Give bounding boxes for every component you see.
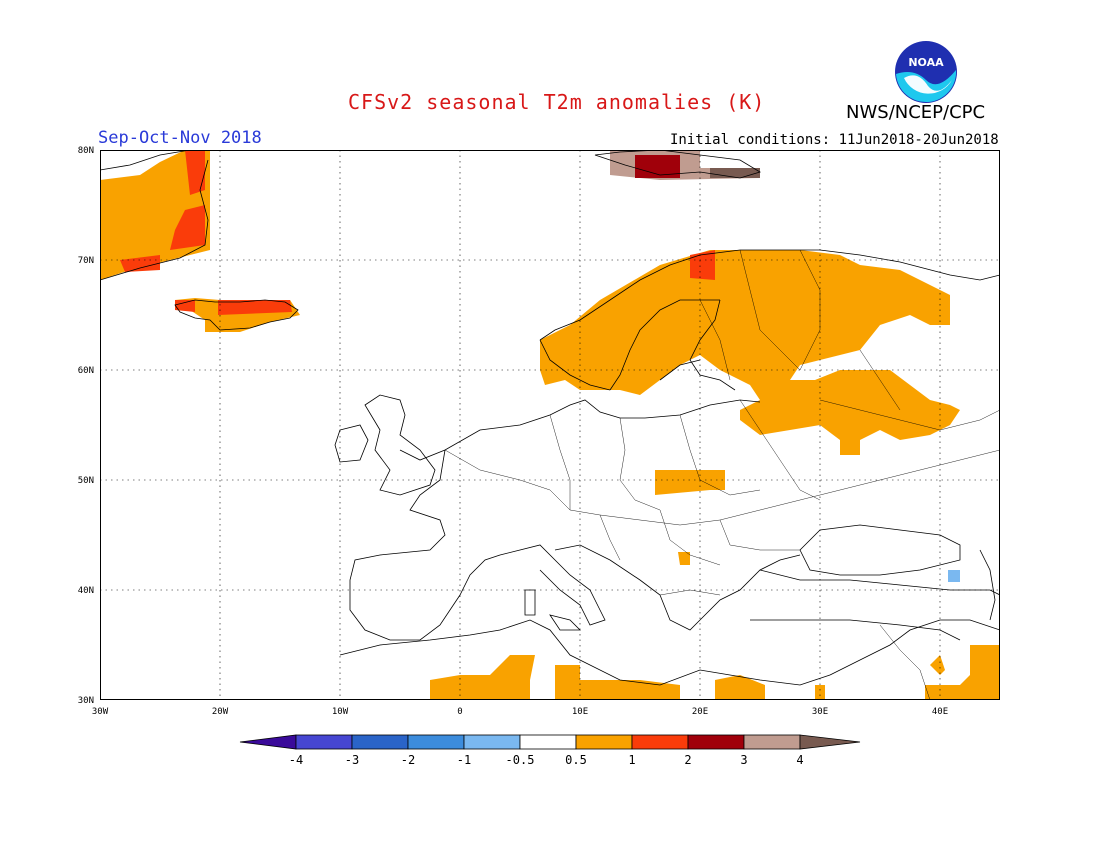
colorbar-segment-6 xyxy=(575,734,633,750)
lat-tick-40n: 40N xyxy=(78,586,94,596)
lon-tick-10e: 10E xyxy=(572,707,588,717)
colorbar xyxy=(239,734,861,750)
coastlines xyxy=(100,150,1000,686)
lon-tick-20e: 20E xyxy=(692,707,708,717)
lat-tick-80n: 80N xyxy=(78,146,94,156)
colorbar-label: -3 xyxy=(345,753,359,767)
lat-tick-30n: 30N xyxy=(78,696,94,706)
colorbar-label: -1 xyxy=(457,753,471,767)
lon-tick-10w: 10W xyxy=(332,707,349,717)
noaa-logo: NOAA xyxy=(895,41,957,103)
colorbar-label: 1 xyxy=(628,753,635,767)
lat-tick-60n: 60N xyxy=(78,366,94,376)
grid-lines xyxy=(100,150,1000,700)
colorbar-segment-3 xyxy=(407,734,465,750)
country-borders xyxy=(444,249,1000,700)
lon-ticks: 30W 20W 10W 0 10E 20E 30E 40E xyxy=(92,707,948,717)
agency-label: NWS/NCEP/CPC xyxy=(846,102,986,123)
colorbar-segment-2 xyxy=(351,734,409,750)
colorbar-segment-above-max xyxy=(799,734,861,750)
colorbar-segment-7 xyxy=(631,734,689,750)
lat-ticks: 80N 70N 60N 50N 40N 30N xyxy=(78,146,94,706)
anomaly-shading xyxy=(100,150,1000,700)
colorbar-label: 3 xyxy=(740,753,747,767)
lon-tick-0: 0 xyxy=(457,707,462,717)
colorbar-label: -2 xyxy=(401,753,415,767)
colorbar-segment-5 xyxy=(519,734,577,750)
colorbar-label: 0.5 xyxy=(565,753,587,767)
colorbar-segment-1 xyxy=(295,734,353,750)
colorbar-labels: -4 -3 -2 -1 -0.5 0.5 1 2 3 4 xyxy=(289,753,804,767)
colorbar-label: 2 xyxy=(684,753,691,767)
lat-tick-70n: 70N xyxy=(78,256,94,266)
balkans-anomaly xyxy=(678,552,690,565)
colorbar-segment-8 xyxy=(687,734,745,750)
anomaly-map xyxy=(100,150,1000,700)
poland-anomaly xyxy=(655,470,725,495)
chart-title: CFSv2 seasonal T2m anomalies (K) xyxy=(348,90,766,114)
colorbar-segment-below-min xyxy=(239,734,297,750)
lon-tick-30w: 30W xyxy=(92,707,109,717)
colorbar-label: 4 xyxy=(796,753,803,767)
season-label: Sep-Oct-Nov 2018 xyxy=(98,128,262,148)
colorbar-segment-9 xyxy=(743,734,801,750)
lon-tick-40e: 40E xyxy=(932,707,948,717)
turkey-negative-anomaly xyxy=(948,570,960,582)
initial-conditions-label: Initial conditions: 11Jun2018-20Jun2018 xyxy=(670,132,999,148)
colorbar-label: -0.5 xyxy=(506,753,535,767)
colorbar-segment-4 xyxy=(463,734,521,750)
scandinavia-anomaly xyxy=(540,250,960,455)
lat-tick-50n: 50N xyxy=(78,476,94,486)
lon-tick-30e: 30E xyxy=(812,707,828,717)
logo-text: NOAA xyxy=(908,56,944,69)
lon-tick-20w: 20W xyxy=(212,707,229,717)
north-africa-anomaly xyxy=(430,655,535,700)
colorbar-label: -4 xyxy=(289,753,303,767)
